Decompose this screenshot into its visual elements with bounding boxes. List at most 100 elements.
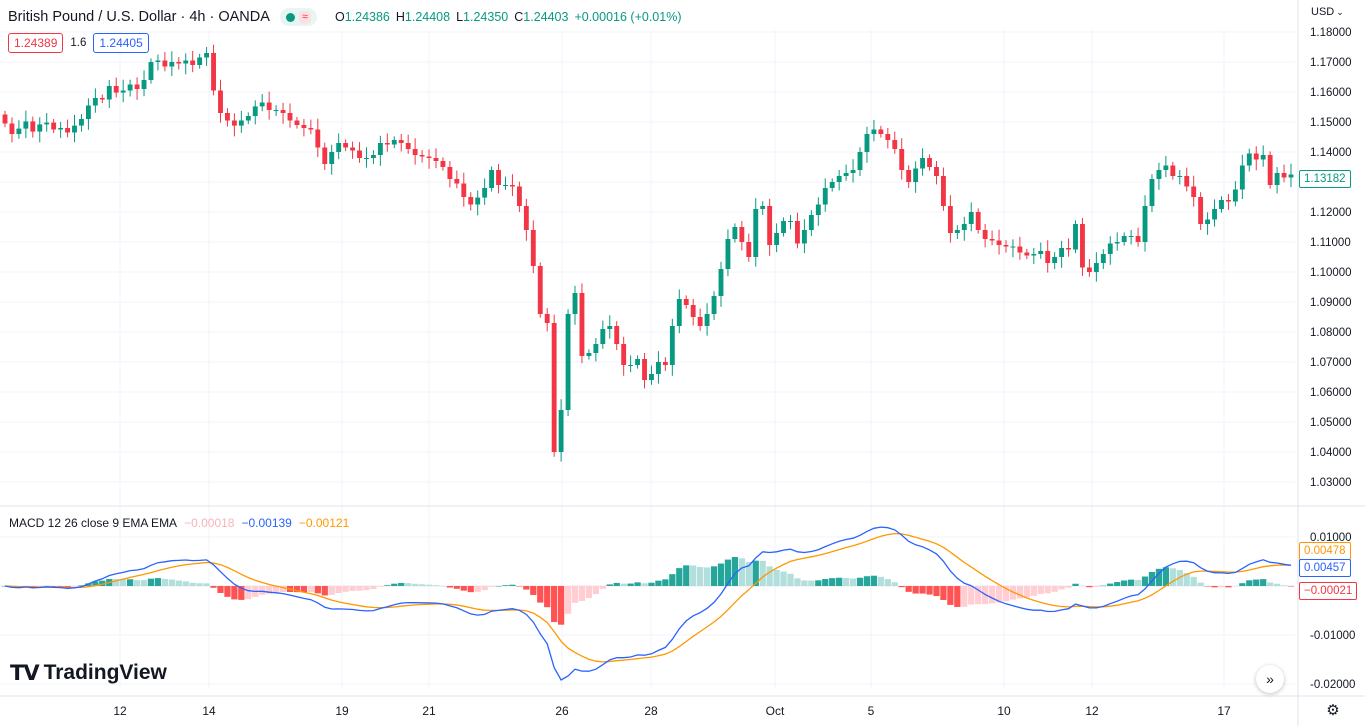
- macd-histogram-bar: [1037, 586, 1044, 594]
- macd-histogram-bar: [36, 586, 43, 587]
- currency-selector[interactable]: USD ⌄: [1311, 6, 1344, 18]
- macd-histogram-bar: [391, 583, 398, 586]
- last-price-tag: 1.13182: [1299, 170, 1351, 188]
- macd-histogram-bar: [912, 586, 919, 594]
- macd-histogram-bar: [384, 585, 391, 586]
- candle-body: [44, 122, 50, 125]
- macd-histogram-bar: [502, 585, 509, 586]
- candle-body: [1128, 236, 1134, 237]
- tradingview-logo[interactable]: TV TradingView: [10, 661, 167, 685]
- macd-histogram-bar: [919, 586, 926, 594]
- macd-legend-histogram: −0.00018: [184, 516, 235, 530]
- signal-value-tag: 0.00478: [1299, 542, 1351, 560]
- macd-histogram-bar: [662, 579, 669, 586]
- candle-body: [1205, 219, 1211, 224]
- macd-histogram-bar: [1197, 582, 1204, 586]
- candle-body: [412, 149, 418, 155]
- candle-body: [1281, 173, 1287, 178]
- candle-body: [697, 317, 703, 326]
- macd-histogram-bar: [446, 586, 454, 588]
- macd-histogram-bar: [231, 586, 238, 600]
- market-open-icon: [285, 12, 295, 22]
- scroll-to-realtime-button[interactable]: »: [1256, 665, 1284, 693]
- candle-body: [30, 121, 36, 132]
- candle-body: [1177, 176, 1183, 177]
- candle-body: [259, 102, 265, 107]
- sell-price-button[interactable]: 1.24389: [8, 33, 64, 53]
- price-axis-label: 1.06000: [1310, 387, 1352, 399]
- market-status-pill[interactable]: ≈: [279, 8, 317, 26]
- candle-body: [996, 240, 1002, 245]
- candle-body: [1184, 176, 1190, 187]
- candle-body: [308, 128, 314, 130]
- macd-legend[interactable]: MACD 12 26 close 9 EMA EMA −0.00018 −0.0…: [9, 516, 349, 530]
- candle-body: [537, 266, 543, 314]
- macd-histogram-bar: [530, 586, 537, 595]
- price-axis-label: 1.03000: [1310, 477, 1352, 489]
- candle-body: [266, 102, 272, 110]
- candle-body: [1017, 246, 1023, 253]
- candle-body: [134, 84, 140, 89]
- candle-body: [350, 147, 356, 151]
- candle-body: [808, 215, 814, 230]
- macd-histogram-bar: [224, 586, 231, 597]
- macd-histogram-bar: [1141, 576, 1149, 586]
- candle-body: [23, 121, 29, 129]
- macd-histogram-bar: [1260, 579, 1267, 586]
- macd-histogram-bar: [349, 586, 356, 591]
- candle-body: [79, 119, 84, 126]
- macd-histogram-bar: [731, 557, 739, 586]
- candle-body: [2, 114, 8, 124]
- macd-histogram-bar: [1079, 585, 1086, 587]
- candle-body: [899, 149, 905, 170]
- macd-axis-label: -0.01000: [1310, 630, 1355, 642]
- macd-histogram-bar: [217, 586, 224, 593]
- candle-body: [1024, 252, 1030, 256]
- candle-body: [99, 98, 105, 100]
- candle-body: [892, 140, 898, 149]
- macd-histogram-bar: [655, 580, 662, 586]
- macd-histogram-bar: [92, 581, 99, 586]
- macd-histogram-bar: [509, 584, 516, 586]
- macd-histogram-bar: [64, 586, 71, 587]
- candle-body: [16, 128, 22, 134]
- candle-body: [496, 170, 501, 185]
- candle-body: [364, 158, 369, 159]
- buy-price-button[interactable]: 1.24405: [93, 33, 149, 53]
- candle-body: [1038, 251, 1044, 254]
- candle-body: [461, 183, 467, 197]
- candle-body: [231, 120, 237, 126]
- candle-body: [829, 182, 835, 188]
- macd-histogram-bar: [1044, 586, 1051, 594]
- candle-body: [1114, 242, 1120, 244]
- candle-body: [961, 224, 967, 230]
- candle-body: [968, 212, 974, 224]
- macd-histogram-bar: [1127, 579, 1135, 586]
- macd-histogram-bar: [634, 582, 641, 586]
- time-axis-label: 17: [1217, 704, 1231, 718]
- candle-body: [1107, 243, 1113, 254]
- candle-body: [746, 242, 752, 257]
- candle-body: [1232, 189, 1238, 202]
- macd-histogram-bar: [863, 576, 871, 586]
- macd-histogram-bar: [335, 586, 342, 594]
- candle-body: [718, 269, 724, 296]
- macd-histogram-bar: [891, 582, 898, 586]
- symbol-title[interactable]: British Pound / U.S. Dollar · 4h · OANDA: [8, 9, 270, 25]
- candle-body: [753, 209, 759, 257]
- price-axis-label: 1.14000: [1310, 147, 1352, 159]
- macd-histogram-bar: [474, 586, 481, 592]
- data-delay-icon: ≈: [298, 10, 311, 24]
- macd-histogram-bar: [544, 586, 551, 608]
- currency-label: USD: [1311, 6, 1335, 18]
- candle-body: [475, 197, 481, 205]
- candle-body: [1253, 153, 1259, 160]
- macd-histogram-bar: [154, 578, 162, 586]
- macd-histogram-bar: [293, 586, 301, 593]
- candle-body: [190, 60, 196, 65]
- histogram-value-tag: −0.00021: [1299, 582, 1358, 600]
- settings-gear-icon[interactable]: ⚙: [1326, 702, 1340, 719]
- macd-histogram-bar: [1051, 586, 1058, 592]
- candle-body: [579, 293, 585, 356]
